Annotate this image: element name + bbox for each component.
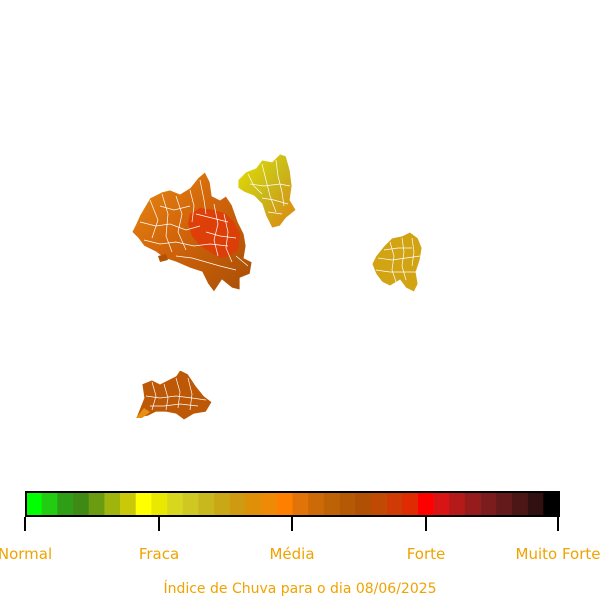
color-scale-segment: [370, 492, 387, 516]
color-scale-segment: [355, 492, 372, 516]
color-scale-segment: [433, 492, 450, 516]
region-north-outline: [237, 153, 297, 229]
rain-index-map: [131, 153, 423, 421]
color-scale-segment: [120, 492, 137, 516]
color-scale-segment: [292, 492, 309, 516]
color-scale-tick: [24, 517, 26, 531]
region-west-core: [188, 208, 240, 258]
color-scale-segment: [402, 492, 419, 516]
color-scale-segment: [104, 492, 121, 516]
region-south: [135, 369, 213, 421]
legend-label-forte: Forte: [406, 545, 446, 563]
municipality-borders-north: [247, 159, 291, 215]
color-scale-segment: [464, 492, 481, 516]
legend-label-media: Média: [269, 545, 315, 563]
color-scale-segment: [151, 492, 168, 516]
legend-label-muito-forte: Muito Forte: [515, 545, 600, 563]
color-scale-segment: [511, 492, 528, 516]
color-scale-segment: [276, 492, 293, 516]
color-scale-segment: [261, 492, 278, 516]
color-scale-segment: [323, 492, 340, 516]
color-scale-segment: [417, 492, 434, 516]
color-scale-segment: [480, 492, 497, 516]
color-scale-segment: [135, 492, 152, 516]
map-caption: Índice de Chuva para o dia 08/06/2025: [163, 581, 437, 597]
color-scale-segment: [339, 492, 356, 516]
region-west: [131, 171, 253, 293]
color-scale-tick: [291, 517, 293, 531]
municipality-borders-south: [145, 377, 207, 411]
color-scale-segment: [26, 492, 42, 516]
rain-index-color-scale: [25, 491, 560, 517]
color-scale-segment: [496, 492, 513, 516]
municipality-borders-west: [139, 179, 249, 271]
region-east-outline: [371, 231, 423, 293]
region-west-islet: [158, 254, 168, 262]
color-scale-tick: [557, 517, 559, 531]
color-scale-tick: [158, 517, 160, 531]
color-scale-border: [25, 491, 560, 517]
legend-label-fraca: Fraca: [138, 545, 180, 563]
color-scale-segment: [167, 492, 184, 516]
color-scale-segment: [245, 492, 262, 516]
color-scale-segment: [308, 492, 325, 516]
color-scale-segment: [198, 492, 215, 516]
color-scale-segment: [182, 492, 199, 516]
color-scale-segment: [386, 492, 403, 516]
color-scale-segment: [41, 492, 58, 516]
color-scale-segment: [229, 492, 246, 516]
color-scale-tick: [425, 517, 427, 531]
color-scale-segment: [73, 492, 90, 516]
color-scale-segment: [214, 492, 231, 516]
color-scale-segment: [543, 492, 560, 516]
legend-label-normal: Normal: [0, 545, 53, 563]
color-scale-segment: [527, 492, 544, 516]
municipality-borders-east: [375, 237, 421, 283]
color-scale-segment: [449, 492, 466, 516]
region-south-edge: [136, 408, 150, 418]
region-north: [237, 153, 297, 229]
color-scale-segment: [88, 492, 105, 516]
region-east: [371, 231, 423, 293]
color-scale-segment: [57, 492, 74, 516]
